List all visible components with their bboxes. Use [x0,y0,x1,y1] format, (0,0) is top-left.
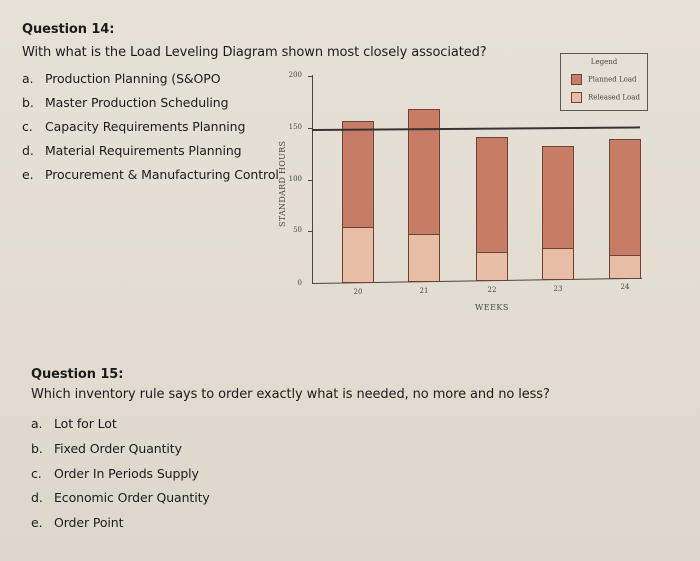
planned-load-swatch [571,74,582,85]
option-letter: a. [22,71,34,86]
bar-week-21 [408,109,440,282]
q14-option-a[interactable]: a. Production Planning (S&OPO [22,71,221,86]
q15-option-a[interactable]: a. Lot for Lot [31,416,117,431]
q15-option-c[interactable]: c. Order In Periods Supply [31,466,199,481]
question-14-prompt: With what is the Load Leveling Diagram s… [22,45,487,60]
y-tick [308,128,312,129]
planned-load-segment [476,137,508,253]
q15-option-b[interactable]: b. Fixed Order Quantity [31,441,182,456]
q14-option-b[interactable]: b. Master Production Scheduling [22,95,229,110]
option-text: Capacity Requirements Planning [45,119,246,134]
option-letter: a. [31,416,43,431]
question-15-title: Question 15: [31,367,124,382]
planned-load-segment [609,139,641,256]
y-tick [308,231,312,232]
q14-option-d[interactable]: d. Material Requirements Planning [22,143,242,158]
planned-load-segment [342,121,374,228]
option-text: Order Point [54,515,124,530]
option-text: Order In Periods Supply [54,466,199,481]
q14-option-c[interactable]: c. Capacity Requirements Planning [22,119,245,134]
bar-week-20 [342,121,374,283]
x-tick-label: 24 [620,283,630,291]
load-leveling-chart: 200 150 100 50 0 STANDARD HOURS [270,53,650,320]
q15-option-e[interactable]: e. Order Point [31,515,124,530]
legend-label: Planned Load [588,75,637,84]
option-text: Material Requirements Planning [45,143,242,158]
legend-item-planned: Planned Load [571,74,637,85]
y-tick-label: 0 [297,279,302,287]
y-axis-label: STANDARD HOURS [278,140,287,227]
option-letter: c. [22,119,33,134]
legend-title: Legend [590,58,618,66]
option-text: Production Planning (S&OPO [45,71,221,86]
option-text: Procurement & Manufacturing Control [45,167,279,182]
chart-legend: Legend Planned Load Released Load [560,53,648,111]
question-14-title: Question 14: [22,22,115,37]
option-letter: e. [31,515,43,530]
released-load-segment [542,248,574,280]
released-load-segment [476,252,508,281]
q15-option-d[interactable]: d. Economic Order Quantity [31,490,210,505]
legend-item-released: Released Load [571,92,640,103]
bar-week-23 [542,146,574,280]
option-text: Lot for Lot [54,416,117,431]
released-load-segment [609,255,641,279]
option-text: Fixed Order Quantity [54,441,182,456]
bar-week-22 [476,137,508,281]
x-tick-label: 22 [487,286,497,294]
option-letter: b. [22,95,34,110]
x-axis-label: WEEKS [475,303,509,312]
question-15-prompt: Which inventory rule says to order exact… [31,387,550,402]
option-text: Master Production Scheduling [45,95,229,110]
legend-label: Released Load [588,93,640,102]
released-load-segment [408,234,440,282]
y-tick-label: 50 [293,226,302,234]
q14-option-e[interactable]: e. Procurement & Manufacturing Control [22,167,279,182]
option-letter: c. [31,466,42,481]
y-tick-label: 100 [288,175,302,183]
option-text: Economic Order Quantity [54,490,210,505]
y-axis [312,75,313,283]
released-load-swatch [571,92,582,103]
x-tick-label: 21 [419,287,429,295]
option-letter: d. [31,490,43,505]
y-tick-label: 150 [288,123,302,131]
y-tick-label: 200 [288,71,302,79]
option-letter: d. [22,143,34,158]
planned-load-segment [408,109,440,235]
planned-load-segment [542,146,574,249]
y-tick [308,180,312,181]
y-tick [308,76,312,77]
bar-week-24 [609,139,641,279]
x-tick-label: 23 [553,285,563,293]
option-letter: b. [31,441,43,456]
released-load-segment [342,227,374,283]
x-tick-label: 20 [353,288,363,296]
option-letter: e. [22,167,34,182]
